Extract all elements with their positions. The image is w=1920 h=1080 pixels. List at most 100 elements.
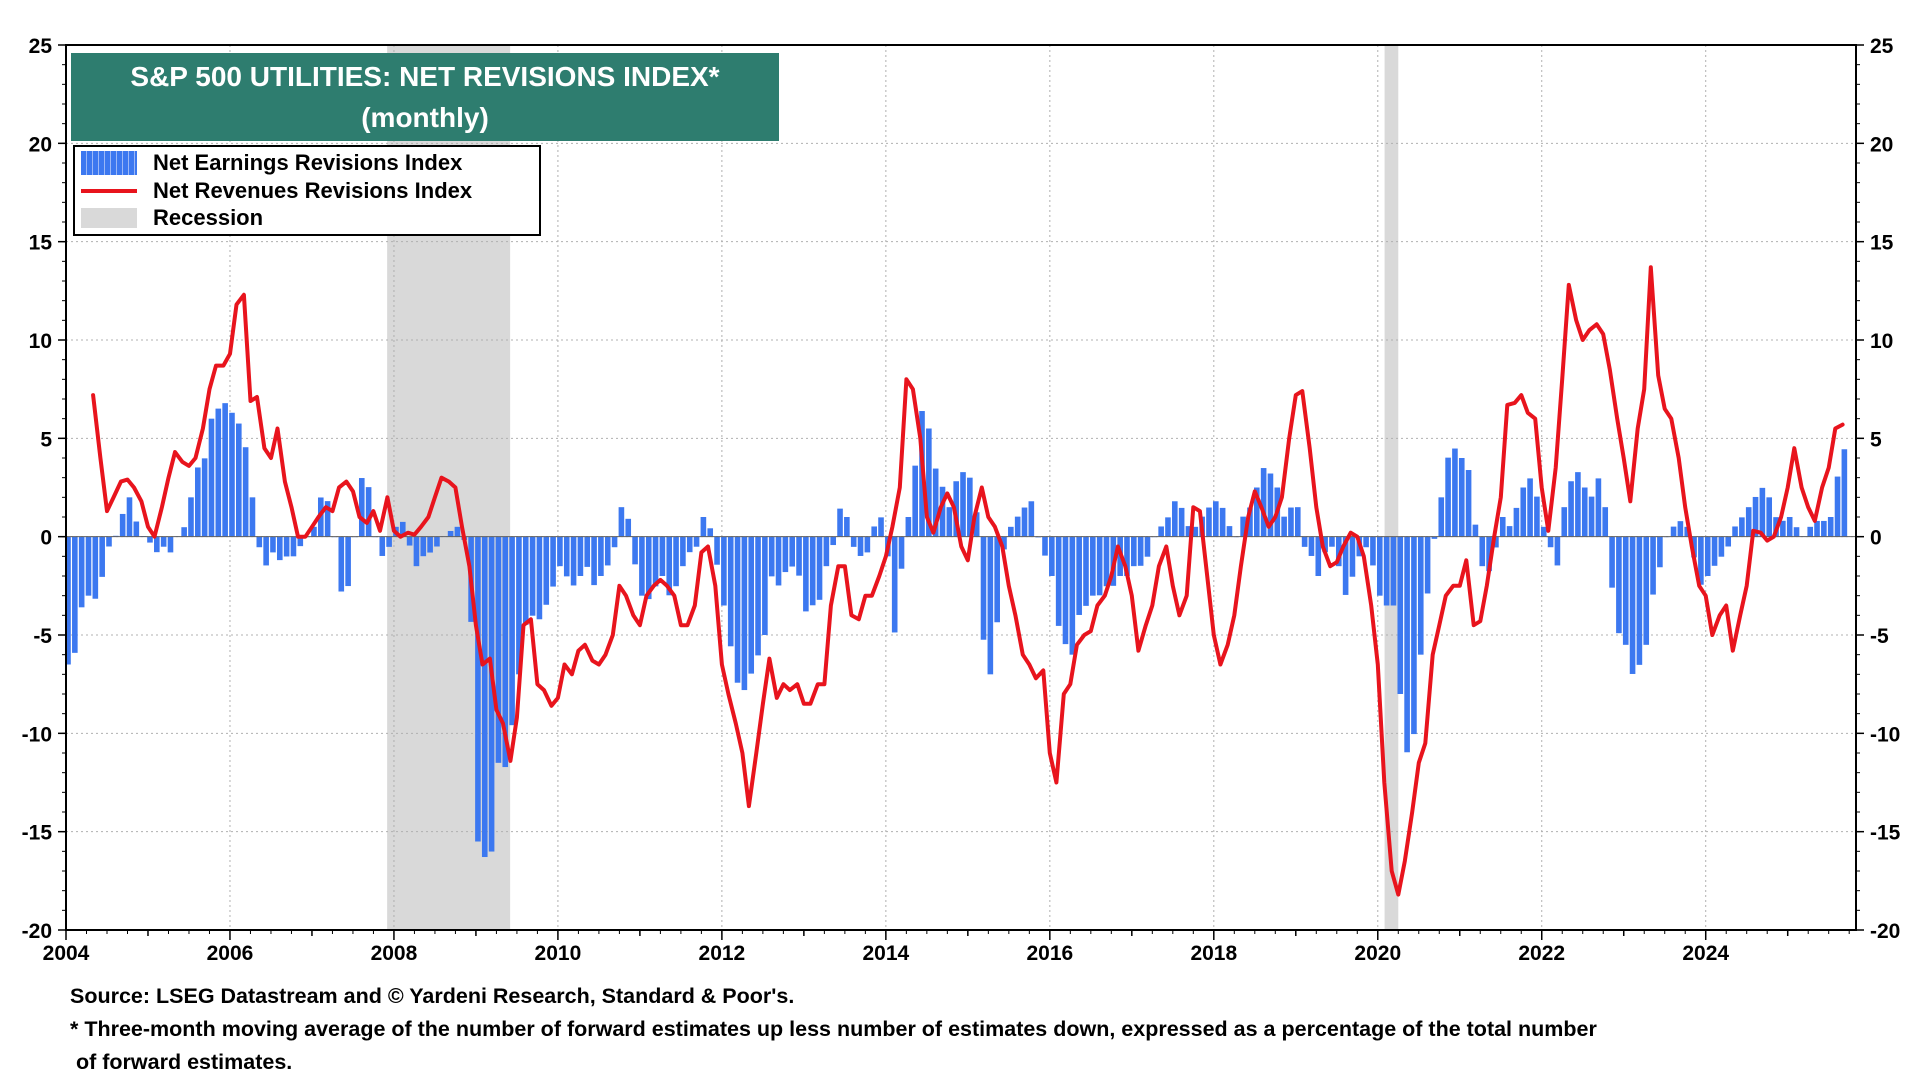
earnings-bar-146 — [1062, 536, 1069, 645]
earnings-bar-15 — [167, 536, 174, 553]
earnings-bar-71 — [550, 536, 556, 587]
earnings-bar-260 — [1841, 449, 1848, 537]
y-tick-left-label--15: -15 — [22, 822, 53, 845]
earnings-bar-20 — [201, 458, 208, 537]
earnings-bar-51 — [413, 536, 420, 567]
earnings-bar-105 — [782, 536, 789, 573]
earnings-bar-157 — [1137, 536, 1144, 566]
earnings-bar-155 — [1124, 536, 1130, 576]
earnings-bar-70 — [543, 536, 550, 605]
earnings-bar-219 — [1561, 507, 1568, 537]
earnings-bar-53 — [427, 536, 433, 553]
earnings-bar-235 — [1670, 526, 1677, 537]
earnings-bar-66 — [516, 536, 522, 675]
earnings-bar-192 — [1376, 536, 1383, 596]
earnings-bar-25 — [236, 423, 242, 537]
earnings-bar-148 — [1076, 536, 1082, 615]
legend-label-revenues: Net Revenues Revisions Index — [153, 177, 473, 203]
earnings-bar-206 — [1472, 524, 1479, 537]
earnings-bar-190 — [1363, 536, 1369, 548]
earnings-bar-115 — [850, 536, 857, 547]
earnings-bar-77 — [591, 536, 597, 586]
earnings-bar-136 — [994, 536, 1000, 623]
plot-frame — [65, 44, 1857, 931]
earnings-bar-114 — [844, 517, 850, 537]
earnings-bar-9 — [126, 497, 133, 537]
earnings-bar-116 — [857, 536, 864, 556]
earnings-bar-90 — [680, 536, 686, 567]
x-tick-label-2024: 2024 — [1682, 942, 1729, 965]
earnings-bar-6 — [106, 536, 112, 547]
earnings-bar-99 — [741, 536, 748, 691]
earnings-bar-247 — [1752, 496, 1759, 537]
earnings-bar-108 — [803, 536, 809, 612]
earnings-bar-180 — [1294, 507, 1301, 537]
earnings-bar-118 — [871, 526, 877, 537]
x-tick-label-2008: 2008 — [371, 942, 418, 965]
x-tick-label-2018: 2018 — [1190, 942, 1237, 965]
earnings-bar-134 — [980, 536, 987, 640]
earnings-bar-207 — [1479, 536, 1486, 567]
earnings-bar-228 — [1622, 536, 1629, 645]
y-tick-left-label-0: 0 — [40, 527, 52, 550]
earnings-bar-208 — [1486, 536, 1492, 572]
earnings-bar-97 — [727, 536, 734, 647]
earnings-bar-211 — [1506, 526, 1513, 537]
earnings-bar-87 — [659, 536, 666, 576]
earnings-bar-229 — [1629, 536, 1636, 674]
earnings-bar-91 — [686, 536, 693, 553]
earnings-bar-237 — [1684, 526, 1691, 537]
earnings-bar-214 — [1527, 478, 1533, 537]
earnings-bar-103 — [768, 536, 775, 577]
earnings-bar-131 — [960, 472, 966, 537]
earnings-bar-1 — [72, 536, 78, 653]
legend-label-recession: Recession — [153, 204, 264, 230]
earnings-bar-241 — [1711, 536, 1718, 566]
earnings-bar-2 — [78, 536, 85, 608]
earnings-bar-163 — [1178, 507, 1185, 537]
earnings-bar-75 — [577, 536, 584, 576]
earnings-bar-220 — [1568, 481, 1574, 537]
earnings-bar-185 — [1329, 536, 1335, 547]
earnings-bar-0 — [65, 536, 71, 665]
earnings-bar-164 — [1185, 526, 1192, 537]
earnings-bar-196 — [1404, 536, 1410, 753]
earnings-bar-135 — [987, 536, 994, 675]
earnings-bar-117 — [864, 536, 871, 553]
earnings-bar-86 — [652, 536, 659, 587]
y-tick-left-label--5: -5 — [33, 625, 52, 648]
earnings-bar-239 — [1698, 536, 1704, 585]
earnings-bar-40 — [338, 536, 345, 592]
earnings-bar-104 — [775, 536, 782, 586]
legend-swatch-recession — [81, 207, 137, 228]
y-tick-right-label-10: 10 — [1870, 330, 1893, 353]
y-tick-right-label--5: -5 — [1870, 625, 1889, 648]
earnings-bar-175 — [1260, 468, 1267, 537]
earnings-bar-224 — [1595, 478, 1602, 537]
earnings-bar-94 — [707, 528, 714, 537]
earnings-bar-83 — [632, 536, 638, 565]
earnings-bar-5 — [99, 536, 105, 577]
y-tick-right-label-0: 0 — [1870, 527, 1882, 550]
earnings-bar-60 — [475, 536, 481, 842]
y-tick-left-label-5: 5 — [40, 428, 52, 451]
earnings-bar-13 — [154, 536, 160, 553]
earnings-bar-195 — [1397, 536, 1404, 694]
earnings-bar-111 — [823, 536, 830, 567]
earnings-bar-158 — [1144, 536, 1151, 557]
earnings-bar-85 — [645, 536, 652, 600]
earnings-bar-126 — [926, 428, 932, 537]
earnings-bar-204 — [1458, 458, 1465, 537]
earnings-bar-100 — [748, 536, 755, 674]
earnings-bar-172 — [1240, 516, 1246, 537]
earnings-bar-213 — [1520, 487, 1527, 537]
earnings-bar-143 — [1042, 536, 1048, 556]
earnings-bar-183 — [1315, 536, 1322, 576]
y-tick-left-label--20: -20 — [22, 920, 52, 943]
earnings-bar-132 — [967, 477, 973, 537]
earnings-bar-188 — [1349, 536, 1356, 577]
earnings-bar-167 — [1206, 507, 1212, 537]
earnings-bar-139 — [1014, 516, 1021, 537]
earnings-bar-199 — [1424, 536, 1431, 594]
